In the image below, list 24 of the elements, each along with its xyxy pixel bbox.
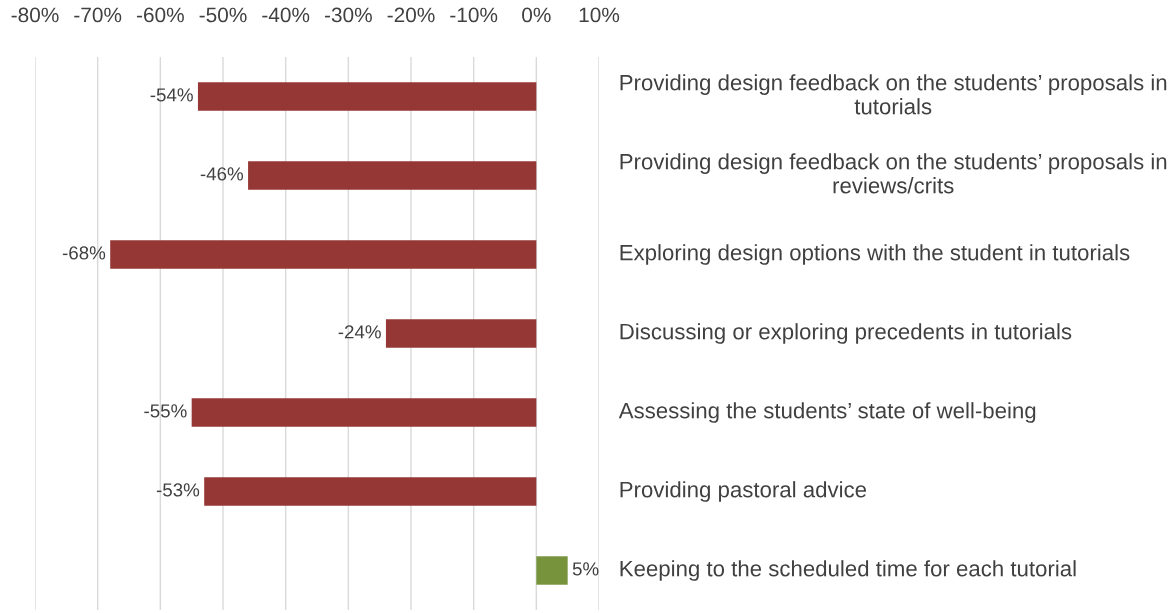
y-tick-label: Exploring design options with the student in tutorials <box>620 244 1130 265</box>
data-label: -54% <box>150 88 193 102</box>
y-tick-label: Assessing the students’ state of well-being <box>618 402 1036 423</box>
data-label: -55% <box>144 404 187 418</box>
data-label: -68% <box>62 246 106 260</box>
x-tick-label: 10% <box>579 7 620 23</box>
data-label: 5% <box>572 562 599 576</box>
x-tick-label: -80% <box>11 7 59 23</box>
y-tick-label: Providing design feedback on the students’ proposals in reviews/crits <box>620 153 1167 194</box>
x-tick-label: -20% <box>387 7 435 23</box>
x-tick-label: -30% <box>324 7 372 23</box>
data-label: -24% <box>338 325 381 339</box>
x-tick-label: -70% <box>74 7 122 23</box>
data-label: -46% <box>200 167 244 181</box>
data-label: -53% <box>156 483 200 497</box>
x-tick-label: -60% <box>136 7 184 23</box>
y-tick-label: Providing design feedback on the students’ proposals in tutorials <box>620 74 1167 115</box>
x-tick-label: -50% <box>199 7 247 23</box>
y-tick-label: Keeping to the scheduled time for each tutorial <box>620 560 1076 581</box>
x-tick-label: -10% <box>450 7 498 23</box>
y-tick-label: Providing pastoral advice <box>620 481 867 502</box>
y-tick-label: Discussing or exploring precedents in tutorials <box>620 323 1072 344</box>
x-tick-label: 0% <box>522 7 551 23</box>
x-tick-label: -40% <box>262 7 310 23</box>
